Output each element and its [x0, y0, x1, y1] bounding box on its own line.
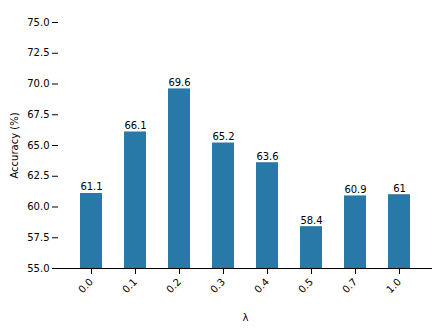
svg-text:0.4: 0.4: [252, 276, 271, 295]
svg-text:60.9: 60.9: [344, 184, 366, 195]
svg-text:λ: λ: [243, 312, 249, 323]
svg-text:61: 61: [393, 183, 406, 194]
svg-text:65.2: 65.2: [212, 131, 234, 142]
svg-text:0.2: 0.2: [164, 276, 183, 295]
svg-text:61.1: 61.1: [80, 181, 102, 192]
svg-text:75.0: 75.0: [27, 17, 49, 28]
svg-text:62.5: 62.5: [27, 170, 49, 181]
svg-text:0.7: 0.7: [340, 276, 359, 295]
svg-text:66.1: 66.1: [124, 120, 146, 131]
svg-text:55.0: 55.0: [27, 263, 49, 274]
svg-text:1.0: 1.0: [384, 276, 403, 295]
svg-text:69.6: 69.6: [168, 77, 190, 88]
svg-text:57.5: 57.5: [27, 232, 49, 243]
svg-text:0.1: 0.1: [120, 276, 139, 295]
svg-text:63.6: 63.6: [256, 151, 278, 162]
svg-text:67.5: 67.5: [27, 109, 49, 120]
svg-text:0.3: 0.3: [208, 276, 227, 295]
svg-text:60.0: 60.0: [27, 201, 49, 212]
svg-text:0.0: 0.0: [76, 276, 95, 295]
svg-text:58.4: 58.4: [300, 215, 322, 226]
svg-text:0.5: 0.5: [296, 276, 315, 295]
svg-text:65.0: 65.0: [27, 140, 49, 151]
svg-text:70.0: 70.0: [27, 78, 49, 89]
svg-text:Accuracy (%): Accuracy (%): [9, 112, 20, 178]
svg-text:72.5: 72.5: [27, 47, 49, 58]
